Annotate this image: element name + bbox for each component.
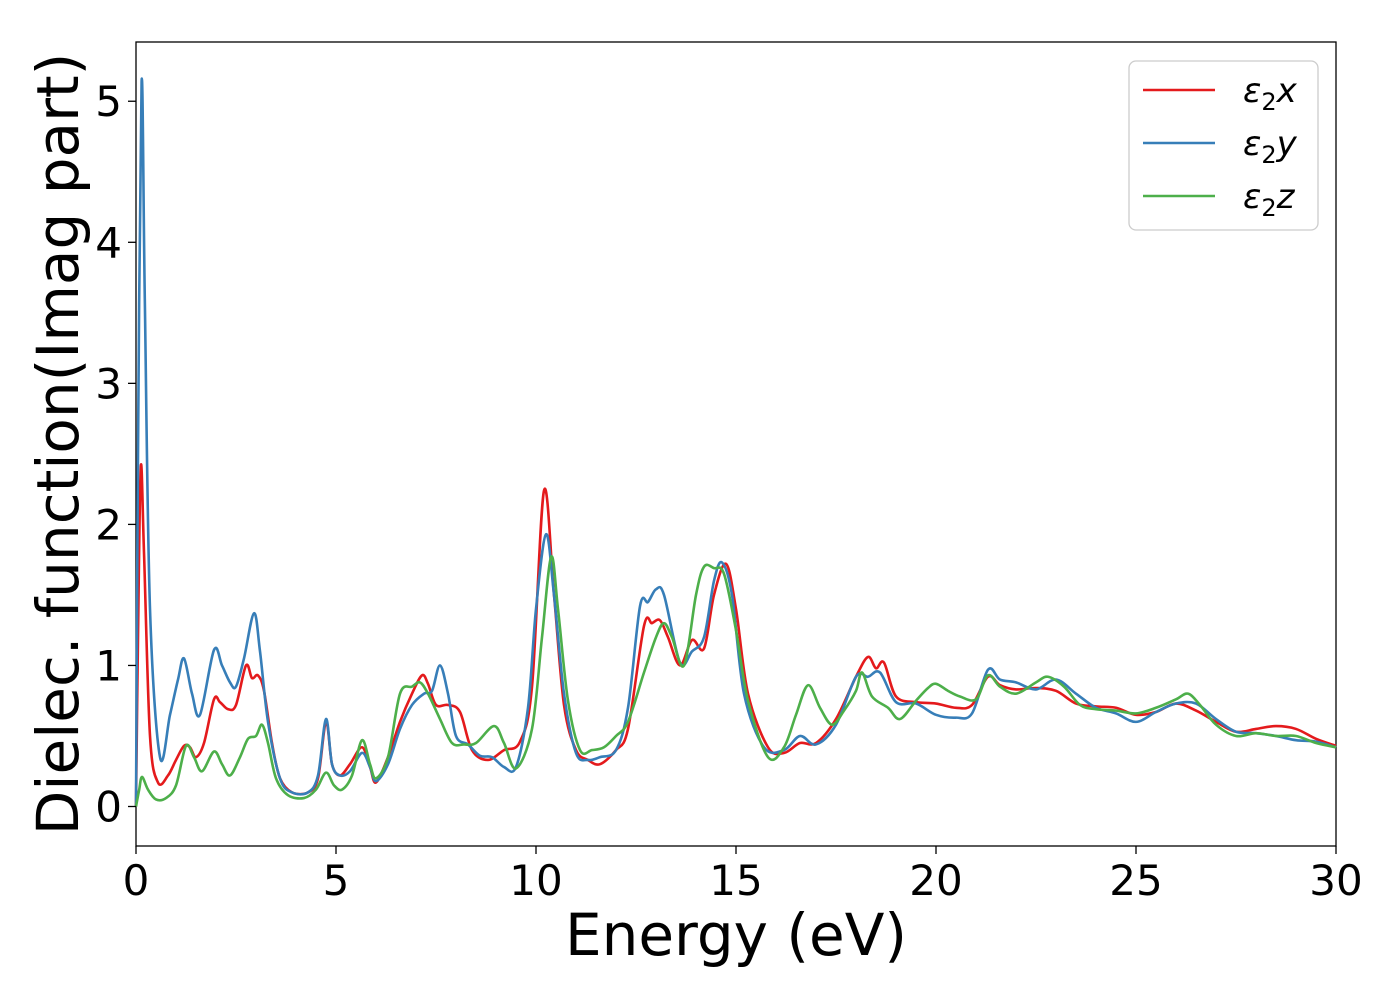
series-layer (134, 77, 1337, 807)
y-tick-label: 3 (95, 359, 122, 408)
x-tick-label: 30 (1309, 856, 1362, 905)
y-tick-label: 5 (95, 77, 122, 126)
legend: ε2x ε2y ε2z (1128, 60, 1319, 231)
x-tick-label: 5 (323, 856, 350, 905)
x-axis-ticks: 0 5 10 15 20 25 30 (123, 846, 1363, 905)
x-tick-label: 20 (909, 856, 962, 905)
series-line-y (134, 77, 1337, 807)
x-tick-label: 25 (1109, 856, 1162, 905)
legend-entries: ε2x ε2y ε2z (1143, 71, 1298, 222)
x-axis-title: Energy (eV) (565, 901, 907, 969)
series-line-z (134, 555, 1337, 807)
y-tick-label: 2 (95, 500, 122, 549)
legend-label-y: ε2y (1243, 124, 1298, 169)
x-tick-label: 10 (509, 856, 562, 905)
y-axis-ticks: 0 1 2 3 4 5 (95, 77, 136, 832)
x-tick-label: 0 (123, 856, 150, 905)
legend-box (1128, 60, 1319, 231)
legend-label-x: ε2x (1243, 71, 1298, 116)
y-axis-title: Dielec. function(Imag part) (24, 53, 92, 836)
legend-label-z: ε2z (1243, 177, 1296, 222)
y-tick-label: 0 (95, 783, 122, 832)
y-tick-label: 4 (95, 218, 122, 267)
x-tick-label: 15 (709, 856, 762, 905)
y-tick-label: 1 (95, 641, 122, 690)
